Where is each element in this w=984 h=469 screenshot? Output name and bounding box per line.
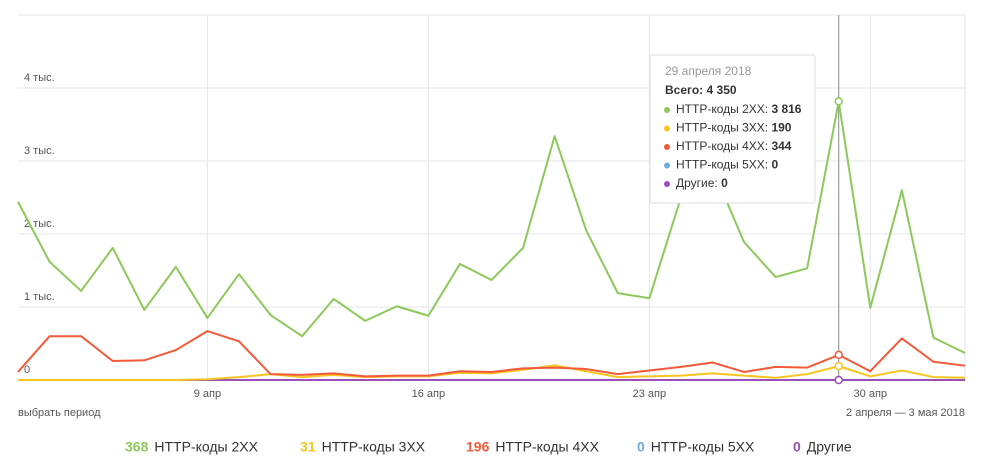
tooltip-item-value: 0 <box>771 158 778 172</box>
period-link[interactable]: выбрать период <box>18 407 101 419</box>
tooltip-total-value: 4 350 <box>707 83 737 97</box>
tooltip-item-value: 0 <box>721 176 728 190</box>
tooltip-item: HTTP-коды 5XX: 0 <box>676 158 778 172</box>
legend-label: HTTP-коды 3XX <box>322 439 426 455</box>
hover-point <box>834 350 843 360</box>
legend-label: HTTP-коды 4XX <box>495 439 599 455</box>
y-tick-label: 0 <box>24 364 30 376</box>
tooltip-dot <box>664 107 670 113</box>
y-tick-label: 1 тыс. <box>24 291 55 303</box>
legend-label: HTTP-коды 2XX <box>154 439 258 455</box>
tooltip-box <box>649 54 816 204</box>
tooltip-total: Всего: 4 350 <box>665 83 737 97</box>
tooltip-date: 29 апреля 2018 <box>665 64 752 78</box>
series-line <box>17 330 966 378</box>
tooltip-dot <box>664 144 670 150</box>
legend-value: 0 <box>793 439 801 455</box>
tooltip-item-label: Другие: <box>676 176 721 190</box>
legend-label: Другие <box>807 439 852 455</box>
period: 2 апреля — 3 мая 2018 <box>846 407 965 419</box>
hover-point <box>834 97 843 106</box>
y-tick-label: 3 тыс. <box>24 145 55 157</box>
series-line <box>18 364 966 381</box>
x-tick-label: 30 апр <box>854 388 887 400</box>
tooltip-item: HTTP-коды 3XX: 190 <box>676 121 792 135</box>
legend-value: 31 <box>300 439 316 455</box>
tooltip-item-value: 344 <box>771 139 791 153</box>
tooltip-item: HTTP-коды 2XX: 3 816 <box>676 102 802 116</box>
x-tick-label: 16 апр <box>412 388 445 400</box>
tooltip-item-label: HTTP-коды 5XX: <box>676 158 771 172</box>
hover-point <box>834 361 843 371</box>
legend-label: HTTP-коды 5XX <box>651 439 755 455</box>
x-tick-label: 9 апр <box>194 388 221 400</box>
y-tick-label: 4 тыс. <box>24 72 55 84</box>
hover-point <box>834 375 843 385</box>
legend-value: 0 <box>637 439 645 455</box>
x-tick-label: 23 апр <box>633 388 666 400</box>
tooltip-item-value: 190 <box>771 121 791 135</box>
tooltip-total-label: Всего: <box>665 83 707 97</box>
legend-value: 196 <box>466 439 490 455</box>
tooltip-item-label: HTTP-коды 3XX: <box>676 121 771 135</box>
tooltip-dot <box>664 162 670 169</box>
tooltip-dot <box>664 125 670 132</box>
tooltip-item-label: HTTP-коды 4XX: <box>676 139 771 153</box>
tooltip-item-value: 3 816 <box>771 102 801 116</box>
tooltip-item: Другие: 0 <box>676 176 728 190</box>
tooltip-item: HTTP-коды 4XX: 344 <box>676 139 792 153</box>
series-line <box>17 100 966 354</box>
tooltip: 29 апреля 2018 Всего: 4 350 HTTP-коды 2XX:… <box>649 54 816 204</box>
legend-value: 368 <box>125 439 149 455</box>
tooltip-dot <box>664 181 670 187</box>
tooltip-item-label: HTTP-коды 2XX: <box>676 102 771 116</box>
